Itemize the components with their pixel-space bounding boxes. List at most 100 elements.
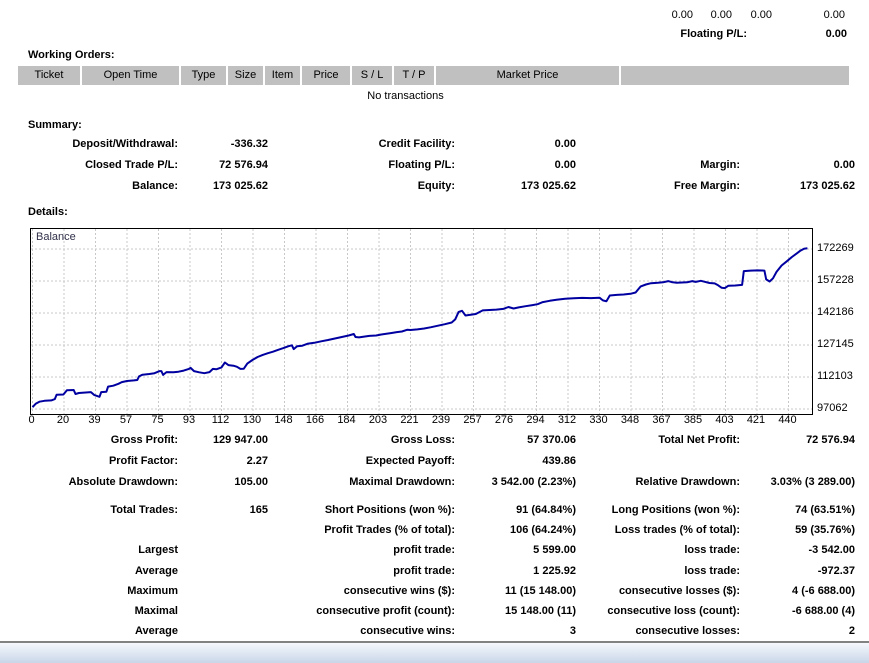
stat-label: consecutive losses ($): (618, 584, 740, 597)
summary-value: 0.00 (833, 159, 855, 171)
stat-row: Largest profit trade: 5 599.00 loss trade: -… (0, 544, 855, 564)
stat-value: 59 (35.76%) (795, 524, 855, 537)
stat-value: -972.37 (817, 564, 855, 577)
stat-label: Maximal (134, 604, 178, 617)
working-orders-title: Working Orders: (28, 49, 115, 61)
stat-value: 1 225.92 (533, 564, 576, 577)
stat-label: Largest (138, 544, 178, 557)
no-transactions-message: No transactions (367, 90, 444, 102)
x-axis-tick-label: 276 (494, 414, 514, 426)
summary-rows: Deposit/Withdrawal: -336.32 Credit Facilit… (0, 138, 855, 201)
x-axis-tick-label: 93 (182, 414, 196, 426)
stat-label: Absolute Drawdown: (68, 476, 178, 488)
summary-value: 173 025.62 (212, 180, 268, 192)
stat-value: 3 (569, 625, 576, 638)
balance-chart: Balance (30, 228, 813, 415)
summary-label (576, 138, 740, 159)
x-axis-tick-label: 130 (242, 414, 262, 426)
y-axis-tick-label: 97062 (817, 402, 848, 414)
stat-row: Profit Trades (% of total): 106 (64.24%) L… (0, 524, 855, 544)
balance-chart-svg (31, 229, 812, 414)
x-axis-tick-label: 0 (28, 414, 35, 426)
stat-row: Profit Factor: 2.27 Expected Payoff: 439.86 (0, 455, 855, 476)
stats-bottom-rows: Total Trades: 165 Short Positions (won %):… (0, 504, 855, 645)
summary-label: Closed Trade P/L: (85, 159, 178, 171)
stat-label: loss trade: (684, 564, 740, 577)
y-axis-tick-label: 127145 (817, 338, 854, 350)
x-axis-tick-label: 221 (400, 414, 419, 426)
summary-label: Credit Facility: (378, 138, 455, 150)
stat-value: 74 (63.51%) (795, 504, 855, 516)
stat-value: 11 (15 148.00) (505, 584, 576, 597)
stat-value: 105.00 (234, 476, 268, 488)
top-values-row: 0.00 0.00 0.00 0.00 (0, 9, 845, 21)
stat-label: profit trade: (393, 544, 455, 557)
stat-row: Absolute Drawdown: 105.00 Maximal Drawdown… (0, 476, 855, 497)
details-title: Details: (28, 206, 68, 218)
stat-value: -6 688.00 (4) (792, 604, 855, 617)
x-axis-tick-label: 57 (119, 414, 133, 426)
top-value: 0.00 (671, 9, 693, 21)
stat-label: Average (134, 564, 178, 577)
stat-value: 3 542.00 (2.23%) (491, 476, 576, 488)
chart-legend-balance: Balance (36, 231, 76, 243)
y-axis-tick-label: 157228 (817, 274, 854, 286)
summary-value: -336.32 (230, 138, 268, 150)
summary-label: Deposit/Withdrawal: (72, 138, 178, 150)
top-value: 0.00 (823, 9, 845, 21)
x-axis-tick-label: 75 (151, 414, 164, 426)
stat-value: 439.86 (542, 455, 576, 467)
stat-value (178, 605, 268, 625)
stat-value (178, 524, 268, 544)
x-axis-tick-label: 148 (274, 414, 293, 426)
x-axis-tick-label: 385 (683, 414, 703, 426)
summary-row: Deposit/Withdrawal: -336.32 Credit Facilit… (0, 138, 855, 159)
y-axis-tick-label: 112103 (817, 370, 853, 382)
stat-value: 2 (848, 625, 855, 638)
column-header-blank (621, 66, 849, 85)
stat-label: Loss trades (% of total): (614, 524, 740, 537)
stat-value: 2.27 (246, 455, 268, 467)
stat-label: Relative Drawdown: (635, 476, 740, 488)
column-header-s-l: S / L (352, 66, 392, 85)
summary-label: Margin: (700, 159, 740, 171)
stat-value (178, 565, 268, 585)
stats-top-rows: Gross Profit: 129 947.00 Gross Loss: 57 370… (0, 434, 855, 497)
stat-label: Average (134, 625, 178, 638)
stat-label: Gross Loss: (390, 434, 455, 446)
x-axis-tick-label: 39 (88, 414, 101, 426)
stat-label: Total Trades: (110, 504, 178, 516)
summary-value: 0.00 (554, 159, 576, 171)
stat-value: 72 576.94 (806, 434, 855, 446)
stat-label: consecutive profit (count): (316, 604, 455, 617)
stat-value: 106 (64.24%) (509, 524, 576, 537)
stat-value: -3 542.00 (808, 544, 855, 557)
column-header-t-p: T / P (394, 66, 434, 85)
column-header-market-price: Market Price (436, 66, 619, 85)
summary-row: Closed Trade P/L: 72 576.94 Floating P/L: 0… (0, 159, 855, 180)
status-bar (0, 641, 869, 663)
x-axis-tick-label: 421 (746, 414, 766, 426)
summary-label: Balance: (132, 180, 178, 192)
x-axis-tick-label: 257 (463, 414, 482, 426)
stat-value (178, 544, 268, 564)
stat-value: 129 947.00 (212, 434, 268, 446)
summary-label: Floating P/L: (388, 159, 455, 171)
column-header-item: Item (265, 66, 300, 85)
stat-value (740, 455, 855, 476)
stat-row: Maximal consecutive profit (count): 15 148… (0, 605, 855, 625)
stat-label: consecutive losses: (635, 625, 740, 638)
stat-label: Long Positions (won %): (611, 504, 740, 516)
stat-value: 4 (-6 688.00) (792, 584, 855, 597)
summary-value: 173 025.62 (799, 180, 855, 192)
x-axis-tick-label: 403 (715, 414, 734, 426)
x-axis-tick-label: 312 (557, 414, 577, 426)
balance-line (31, 247, 808, 408)
stat-label: consecutive loss (count): (607, 604, 740, 617)
column-header-price: Price (302, 66, 350, 85)
stat-value: 15 148.00 (11) (505, 604, 576, 617)
chart-x-axis-labels: 0 20 39 57 75 93 112 130 148 166 184 203 221 239 257 27… (28, 414, 830, 428)
stat-label: Maximal Drawdown: (349, 476, 455, 488)
stat-label: Profit Factor: (108, 455, 178, 467)
